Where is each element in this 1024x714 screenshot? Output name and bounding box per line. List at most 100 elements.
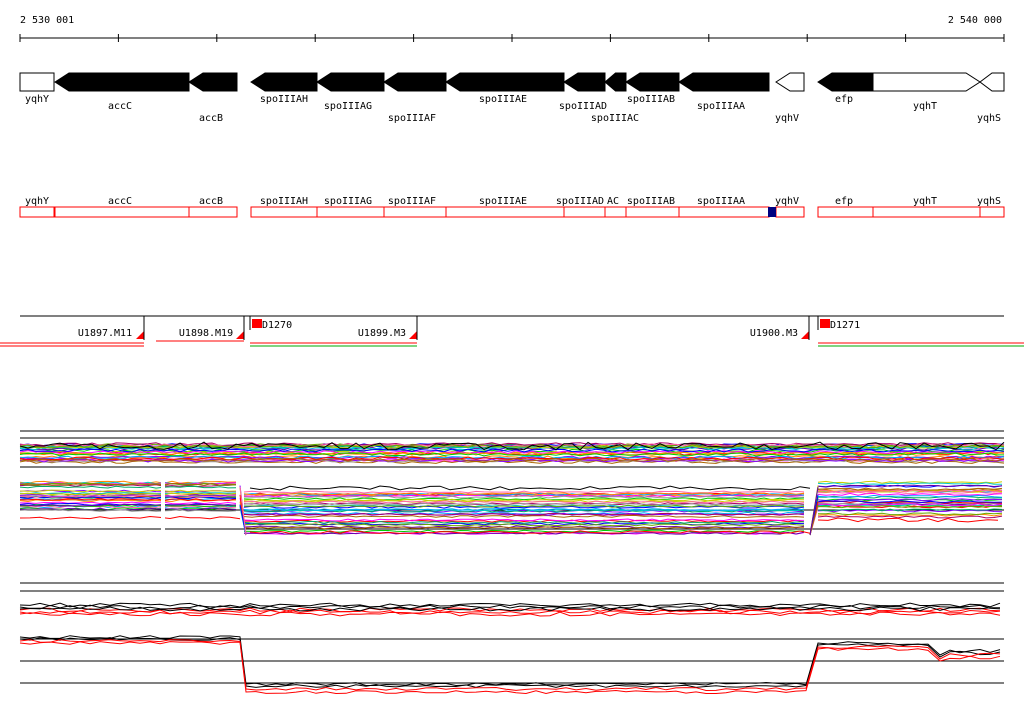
gene-box-accC[interactable] xyxy=(54,206,190,218)
gene-label-spoIIIAH: spoIIIAH xyxy=(260,94,308,105)
expr1-series-lower xyxy=(19,505,237,509)
expr1-series-lower xyxy=(817,487,1003,491)
gene-arrow-yqhS[interactable] xyxy=(979,72,1005,92)
gene-label-spoIIIAD: spoIIIAD xyxy=(559,101,607,112)
expr1-series-lower xyxy=(817,498,1003,502)
operon-label-D1270: D1270 xyxy=(262,320,292,331)
gene-box-spoIIIAG[interactable] xyxy=(316,206,385,218)
expr1-series-lower xyxy=(817,505,1003,509)
expr1-series-lower xyxy=(243,523,805,527)
gene-box-label-spoIIIAG: spoIIIAG xyxy=(324,196,372,207)
operon-marker-D1271[interactable] xyxy=(820,319,830,328)
expr1-series-lower xyxy=(243,497,805,501)
expr1-series-lower xyxy=(19,492,237,496)
gene-box-accB[interactable] xyxy=(188,206,238,218)
gene-label-efp: efp xyxy=(835,94,853,105)
operon-label-D1271: D1271 xyxy=(830,320,860,331)
expr2-series-drop xyxy=(19,635,1001,687)
gene-box-spoIIIAB[interactable] xyxy=(625,206,680,218)
expr1-series-lower xyxy=(19,494,237,498)
gene-arrow-yqhV[interactable] xyxy=(775,72,805,92)
expr1-series-upper xyxy=(19,448,1005,453)
gene-label-accB: accB xyxy=(199,113,223,124)
gene-box-efp[interactable] xyxy=(817,206,874,218)
ruler-ticks xyxy=(19,34,1005,42)
coordinate-end: 2 540 000 xyxy=(948,15,1002,26)
gene-box-spoIIIAA[interactable] xyxy=(678,206,770,218)
expr1-series-lower xyxy=(817,500,1003,504)
gene-arrow-accB[interactable] xyxy=(188,72,238,92)
expr1-series-lower xyxy=(19,508,237,512)
expr1-series-lower xyxy=(19,503,237,507)
gene-arrow-spoIIIAA[interactable] xyxy=(678,72,770,92)
expression-profile-strand xyxy=(19,582,1004,695)
expr1-series-lower xyxy=(243,495,805,499)
expr1-series-lower xyxy=(19,494,237,498)
expr1-series-lower xyxy=(19,491,237,495)
expr1-series-lower xyxy=(19,480,237,484)
gene-box-highlight xyxy=(768,207,776,217)
expr1-series-upper xyxy=(19,452,1004,457)
expr2-series-black xyxy=(19,604,1001,610)
gene-box-label-spoIIIAE: spoIIIAE xyxy=(479,196,527,207)
gene-arrow-yqhT[interactable] xyxy=(872,72,981,92)
expr2-series-red xyxy=(19,611,1001,617)
expr1-series-lower xyxy=(817,515,1003,519)
gene-arrow-spoIIIAB[interactable] xyxy=(625,72,680,92)
gene-box-label-AC: AC xyxy=(607,196,619,207)
gene-label-spoIIIAA: spoIIIAA xyxy=(697,101,745,112)
gene-box-label-accB: accB xyxy=(199,196,223,207)
gene-arrow-spoIIIAH[interactable] xyxy=(250,72,318,92)
expr1-series-lower xyxy=(243,509,805,513)
gene-box-label-spoIIIAD: spoIIIAD xyxy=(556,196,604,207)
expr1-series-lower xyxy=(817,508,1003,512)
expr1-series-lower xyxy=(243,490,805,494)
gene-box-label-yqhT: yqhT xyxy=(913,196,937,207)
expr2-series-black xyxy=(19,602,1001,608)
gene-label-spoIIIAC: spoIIIAC xyxy=(591,113,639,124)
gene-box-yqhV[interactable] xyxy=(775,206,805,218)
expr1-series-upper xyxy=(19,457,1005,462)
expr2-series-black xyxy=(19,606,1001,612)
gene-arrow-spoIIIAC[interactable] xyxy=(604,72,627,92)
gene-box-yqhS[interactable] xyxy=(979,206,1005,218)
expr2-series-drop xyxy=(19,641,1001,695)
operon-track: U1897.M11 U1898.M19 U1899.M3 U1900.M3 D1270 D… xyxy=(0,315,1024,347)
gene-box-spoIIIAE[interactable] xyxy=(445,206,565,218)
gene-arrow-yqhY[interactable] xyxy=(19,72,55,92)
expr2-series-red xyxy=(19,609,1001,615)
expr1-series-lower xyxy=(817,501,1003,505)
gene-box-label-spoIIIAH: spoIIIAH xyxy=(260,196,308,207)
gene-box-yqhT[interactable] xyxy=(872,206,981,218)
gene-box-spoIIIAD[interactable] xyxy=(563,206,606,218)
expr1-series-lower xyxy=(817,482,1002,485)
expr1-series-lower xyxy=(243,529,805,533)
gene-label-accC: accC xyxy=(108,101,132,112)
gene-arrow-accC[interactable] xyxy=(54,72,190,92)
coordinate-ruler: 2 530 001 2 540 000 xyxy=(19,15,1005,42)
expr2-series-drop xyxy=(19,639,1001,692)
expr1-series-upper xyxy=(19,442,1005,447)
expr1-series-lower xyxy=(818,489,1003,493)
gene-label-yqhV: yqhV xyxy=(775,113,799,124)
gene-arrow-efp[interactable] xyxy=(817,72,874,92)
gene-arrow-spoIIIAF[interactable] xyxy=(383,72,447,92)
expr1-gap xyxy=(161,480,165,532)
expr1-series-lower xyxy=(243,502,805,506)
gene-box-yqhY[interactable] xyxy=(19,206,55,218)
operon-end-marker xyxy=(409,331,417,339)
gene-box-AC[interactable] xyxy=(604,206,627,218)
gene-box-spoIIIAH[interactable] xyxy=(250,206,318,218)
expr1-series-lower xyxy=(20,507,237,511)
operon-label-3: U1900.M3 xyxy=(750,328,798,339)
operon-marker-D1270[interactable] xyxy=(252,319,262,328)
gene-box-track: yqhY accC accB spoIIIAH spoIIIAG spoIIIAF spoI… xyxy=(19,196,1005,218)
operon-label-2: U1899.M3 xyxy=(358,328,406,339)
gene-arrow-spoIIIAD[interactable] xyxy=(563,72,606,92)
expr1-series-lower xyxy=(817,492,1003,496)
gene-arrow-spoIIIAE[interactable] xyxy=(445,72,565,92)
gene-arrow-spoIIIAG[interactable] xyxy=(316,72,385,92)
gene-label-spoIIIAE: spoIIIAE xyxy=(479,94,527,105)
gene-box-spoIIIAF[interactable] xyxy=(383,206,447,218)
expr1-series-lower xyxy=(243,518,804,522)
